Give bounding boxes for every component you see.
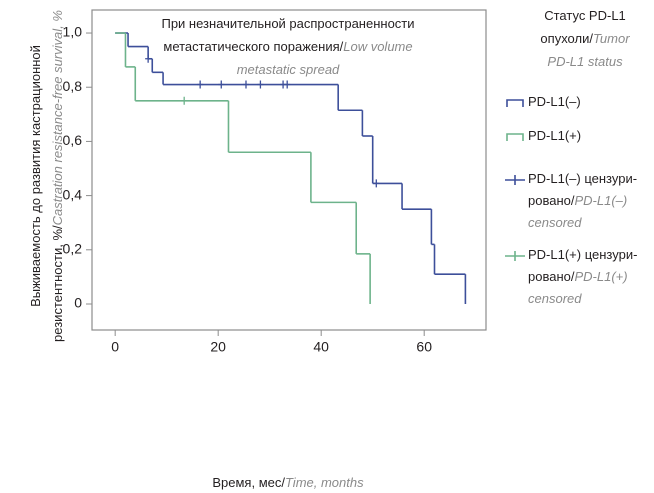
censor-mark <box>373 179 380 188</box>
chart-title-part: При незначительной распространенности <box>161 16 414 31</box>
legend-label-part: censored <box>528 291 582 306</box>
legend-symbol <box>505 175 525 185</box>
legend-label-part: ровано/ <box>528 193 575 208</box>
x-axis-label: Время, мес/Time, months <box>212 475 364 490</box>
chart-title: При незначительной распространенности мет… <box>161 16 414 77</box>
legend-label: PD-L1(–) цензури-ровано/PD-L1(–) censored <box>528 171 637 230</box>
legend-label-part: ровано/ <box>528 269 575 284</box>
censor-mark <box>284 80 291 89</box>
y-tick-label: 1,0 <box>63 24 83 40</box>
legend-label: PD-L1(+) <box>528 128 581 143</box>
legend-symbol <box>505 251 525 261</box>
x-tick-label: 0 <box>111 339 119 355</box>
x-tick-label: 60 <box>416 339 432 355</box>
legend-label-part: PD-L1(+) <box>528 128 581 143</box>
legend-label-part: censored <box>528 215 582 230</box>
y-axis-label-part: Castration resistance-free survival, % <box>50 10 65 225</box>
legend-title-part: опухоли/ <box>540 31 593 46</box>
legend-title-part: PD-L1 status <box>547 54 623 69</box>
legend-symbol <box>506 133 524 141</box>
x-tick-label: 20 <box>210 339 226 355</box>
legend-label: PD-L1(+) цензури-ровано/PD-L1(+) censored <box>528 247 637 306</box>
y-tick-label: 0,4 <box>63 186 83 202</box>
y-tick-label: 0,2 <box>63 240 83 256</box>
legend-title-part: Статус PD-L1 <box>544 8 626 23</box>
y-tick-label: 0,6 <box>63 132 83 148</box>
y-axis-label-part: резистентности, %/ <box>50 225 65 342</box>
legend-label-part: PD-L1(–) цензури- <box>528 171 637 186</box>
censor-mark <box>181 96 188 105</box>
legend-symbol <box>506 99 524 107</box>
censor-mark <box>242 80 249 89</box>
censor-mark <box>218 80 225 89</box>
chart-title-part: метастатического поражения/ <box>163 39 343 54</box>
legend-title-part: Tumor <box>593 31 630 46</box>
censor-mark <box>197 80 204 89</box>
y-axis-label-part: Выживаемость до развития кастрационной <box>28 45 43 307</box>
y-tick-label: 0,8 <box>63 78 83 94</box>
legend-label-part: PD-L1(+) цензури- <box>528 247 637 262</box>
y-axis-label: Выживаемость до развития кастрационной ре… <box>28 10 65 342</box>
censor-mark <box>145 54 152 63</box>
chart-title-part: Low volume <box>343 39 412 54</box>
x-tick-label: 40 <box>313 339 329 355</box>
x-axis-label-part: Time, months <box>285 475 364 490</box>
y-tick-label: 0 <box>74 295 82 311</box>
legend-title: Статус PD-L1 опухоли/Tumor PD-L1 status <box>540 8 630 69</box>
chart-title-part: metastatic spread <box>237 62 340 77</box>
x-axis-label-part: Время, мес/ <box>212 475 285 490</box>
legend-label-part: PD-L1(–) <box>528 94 581 109</box>
legend-label: PD-L1(–) <box>528 94 581 109</box>
plot-frame <box>91 9 487 331</box>
censor-mark <box>257 80 264 89</box>
legend-label-part: PD-L1(+) <box>574 269 627 284</box>
legend-label-part: PD-L1(–) <box>574 193 627 208</box>
